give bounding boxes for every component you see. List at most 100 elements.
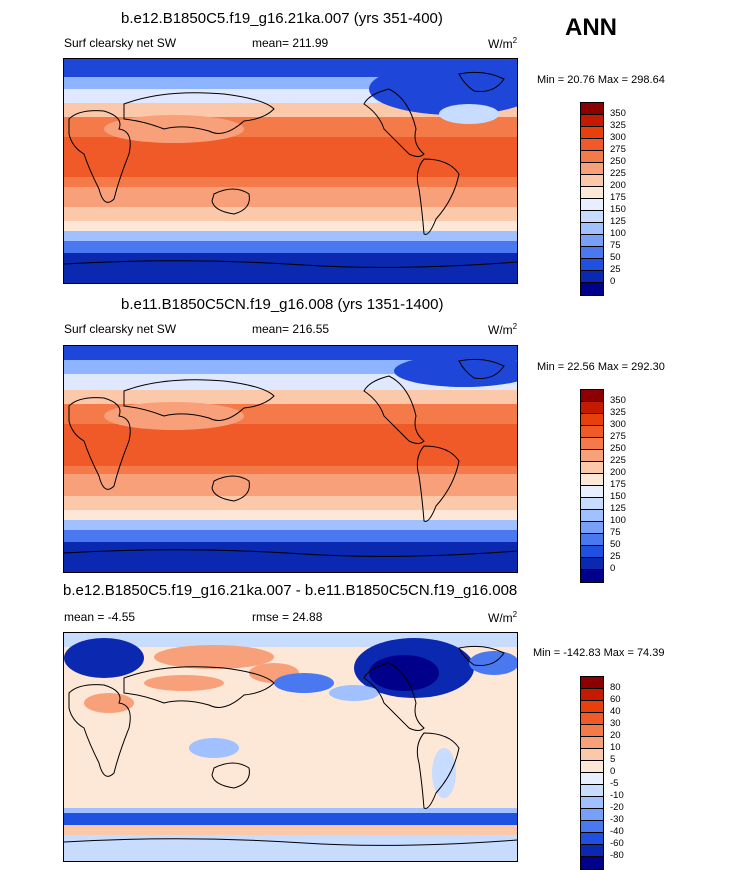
colorbar-swatch <box>581 187 603 199</box>
colorbar-swatch <box>581 103 603 115</box>
panel-1-units: W/m2 <box>488 36 518 51</box>
colorbar-tick-label: -20 <box>610 802 624 813</box>
colorbar-tick-label: 100 <box>610 515 626 526</box>
colorbar-tick-label: 175 <box>610 192 626 203</box>
colorbar-tick-label: 5 <box>610 754 616 765</box>
panel-2-title: b.e11.B1850C5CN.f19_g16.008 (yrs 1351-14… <box>121 296 444 313</box>
colorbar-swatch <box>581 701 603 713</box>
colorbar-swatch <box>581 677 603 689</box>
colorbar-swatch <box>581 522 603 534</box>
colorbar-swatch <box>581 175 603 187</box>
colorbar-tick-label: 0 <box>610 563 616 574</box>
colorbar-tick-label: 0 <box>610 766 616 777</box>
colorbar-swatch <box>581 558 603 570</box>
colorbar-swatch <box>581 235 603 247</box>
colorbar-tick-label: -5 <box>610 778 619 789</box>
colorbar-tick-label: 60 <box>610 694 621 705</box>
colorbar-swatch <box>581 115 603 127</box>
colorbar-tick-label: 50 <box>610 539 621 550</box>
panel-3-units: W/m2 <box>488 610 518 625</box>
colorbar-tick-label: 40 <box>610 706 621 717</box>
colorbar-tick-label: 175 <box>610 479 626 490</box>
colorbar-swatch <box>581 450 603 462</box>
panel-2-variable-label: Surf clearsky net SW <box>64 322 177 336</box>
panel-3-title: b.e12.B1850C5.f19_g16.21ka.007 - b.e11.B… <box>63 582 518 599</box>
panel-1-colorbar-swatches <box>580 102 604 296</box>
colorbar-tick-label: 300 <box>610 419 626 430</box>
colorbar-tick-label: 50 <box>610 252 621 263</box>
colorbar-swatch <box>581 151 603 163</box>
colorbar-swatch <box>581 785 603 797</box>
colorbar-swatch <box>581 462 603 474</box>
panel-1-map <box>63 58 518 284</box>
colorbar-tick-label: -60 <box>610 838 624 849</box>
colorbar-tick-label: -80 <box>610 850 624 861</box>
colorbar-swatch <box>581 570 603 582</box>
colorbar-swatch <box>581 127 603 139</box>
colorbar-swatch <box>581 211 603 223</box>
panel-3-map <box>63 632 518 862</box>
colorbar-tick-label: -40 <box>610 826 624 837</box>
colorbar-swatch <box>581 546 603 558</box>
colorbar-tick-label: 300 <box>610 132 626 143</box>
panel-3-minmax: Min = -142.83 Max = 74.39 <box>533 647 665 659</box>
colorbar-tick-label: 20 <box>610 730 621 741</box>
colorbar-swatch <box>581 749 603 761</box>
colorbar-swatch <box>581 390 603 402</box>
panel-1-minmax: Min = 20.76 Max = 298.64 <box>537 74 665 86</box>
colorbar-tick-label: 125 <box>610 216 626 227</box>
panel-2-colorbar-swatches <box>580 389 604 583</box>
colorbar-swatch <box>581 773 603 785</box>
colorbar-tick-label: -10 <box>610 790 624 801</box>
colorbar-tick-label: 275 <box>610 144 626 155</box>
colorbar-swatch <box>581 283 603 295</box>
colorbar-swatch <box>581 498 603 510</box>
colorbar-tick-label: 200 <box>610 467 626 478</box>
panel-2-units: W/m2 <box>488 322 518 337</box>
colorbar-swatch <box>581 809 603 821</box>
colorbar-swatch <box>581 797 603 809</box>
colorbar-tick-label: 150 <box>610 491 626 502</box>
colorbar-swatch <box>581 845 603 857</box>
panel-1-map-svg <box>64 59 517 283</box>
colorbar-swatch <box>581 821 603 833</box>
colorbar-swatch <box>581 438 603 450</box>
colorbar-swatch <box>581 163 603 175</box>
colorbar-tick-label: 10 <box>610 742 621 753</box>
panel-2-minmax: Min = 22.56 Max = 292.30 <box>537 361 665 373</box>
colorbar-tick-label: 225 <box>610 168 626 179</box>
colorbar-tick-label: 75 <box>610 527 621 538</box>
colorbar-tick-label: 30 <box>610 718 621 729</box>
panel-2-map-svg <box>64 346 517 572</box>
colorbar-tick-label: 325 <box>610 120 626 131</box>
colorbar-tick-label: 25 <box>610 264 621 275</box>
panel-3-map-svg <box>64 633 517 861</box>
panel-3-colorbar-swatches <box>580 676 604 870</box>
colorbar-swatch <box>581 737 603 749</box>
panel-3-mean-label: mean = -4.55 <box>64 610 136 624</box>
colorbar-swatch <box>581 761 603 773</box>
colorbar-swatch <box>581 534 603 546</box>
colorbar-tick-label: 0 <box>610 276 616 287</box>
colorbar-tick-label: 275 <box>610 431 626 442</box>
colorbar-tick-label: 100 <box>610 228 626 239</box>
colorbar-swatch <box>581 402 603 414</box>
colorbar-swatch <box>581 223 603 235</box>
colorbar-tick-label: 225 <box>610 455 626 466</box>
panel-1-mean-label: mean= 211.99 <box>252 36 329 50</box>
panel-3-rmse-label: rmse = 24.88 <box>252 610 323 624</box>
colorbar-tick-label: 350 <box>610 395 626 406</box>
colorbar-tick-label: 250 <box>610 443 626 454</box>
colorbar-tick-label: -30 <box>610 814 624 825</box>
colorbar-swatch <box>581 247 603 259</box>
colorbar-swatch <box>581 713 603 725</box>
colorbar-tick-label: 150 <box>610 204 626 215</box>
colorbar-swatch <box>581 259 603 271</box>
colorbar-tick-label: 80 <box>610 682 621 693</box>
colorbar-tick-label: 325 <box>610 407 626 418</box>
colorbar-swatch <box>581 510 603 522</box>
panel-1-variable-label: Surf clearsky net SW <box>64 36 177 50</box>
colorbar-swatch <box>581 486 603 498</box>
colorbar-tick-label: 250 <box>610 156 626 167</box>
colorbar-swatch <box>581 833 603 845</box>
